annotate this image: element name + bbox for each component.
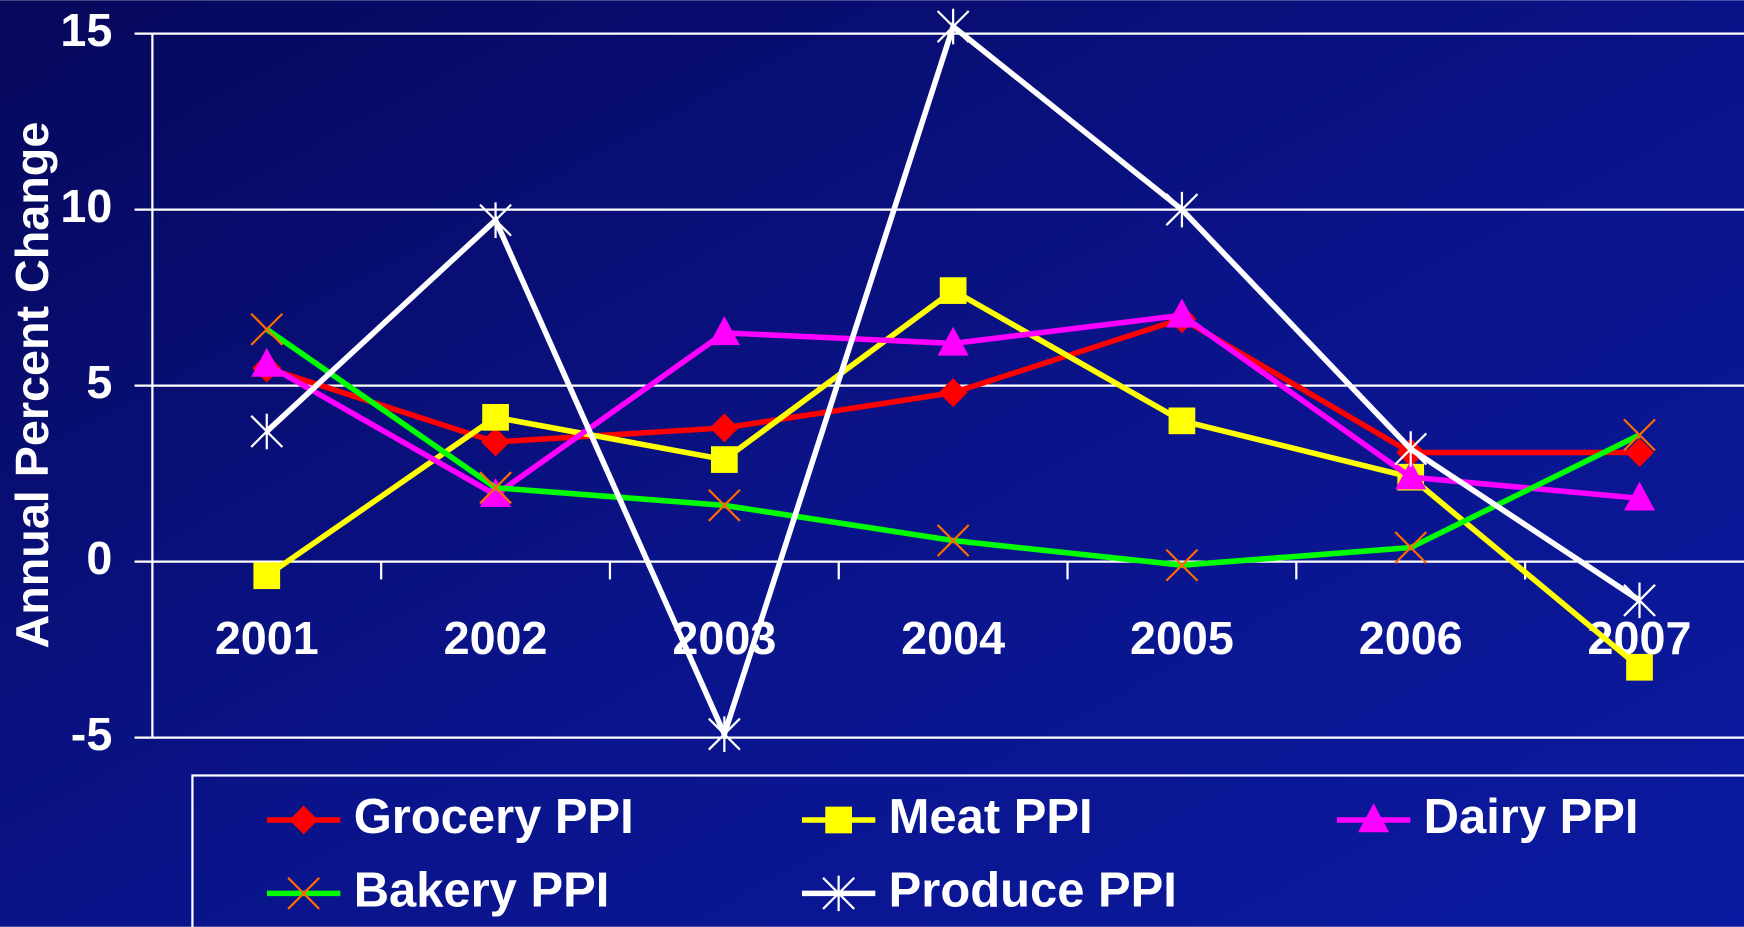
x-tick-label: 2004	[901, 612, 1005, 664]
marker	[939, 277, 967, 304]
legend-box	[191, 774, 1744, 927]
y-tick-label: 15	[60, 4, 112, 56]
marker	[711, 446, 738, 473]
x-tick-label: 2002	[444, 612, 548, 664]
marker	[936, 8, 970, 45]
x-tick-label: 2005	[1130, 612, 1234, 664]
marker	[250, 312, 284, 346]
marker	[937, 326, 969, 356]
marker	[1623, 418, 1656, 452]
y-axis-title: Annual Percent Change	[6, 122, 58, 649]
marker	[1358, 803, 1390, 833]
marker	[251, 347, 283, 377]
marker	[1166, 298, 1198, 328]
y-tick-label: 0	[86, 532, 112, 584]
marker	[479, 471, 512, 505]
marker	[707, 488, 741, 522]
marker	[482, 403, 509, 431]
legend-label: Meat PPI	[889, 790, 1093, 844]
x-tick-label: 2006	[1359, 612, 1463, 664]
legend-label: Bakery PPI	[354, 863, 610, 917]
marker	[707, 716, 741, 752]
marker	[708, 316, 740, 346]
marker	[287, 877, 321, 910]
legend-label: Produce PPI	[889, 863, 1177, 917]
x-tick-label: 2001	[215, 612, 319, 664]
marker	[1394, 531, 1428, 564]
marker	[479, 202, 512, 238]
marker	[822, 875, 855, 912]
marker	[1623, 481, 1656, 511]
marker	[1165, 548, 1199, 582]
marker	[1626, 653, 1653, 681]
marker	[1165, 191, 1199, 228]
y-tick-label: -5	[71, 708, 113, 760]
legend-label: Dairy PPI	[1424, 790, 1639, 844]
marker	[1168, 407, 1196, 435]
marker	[479, 478, 512, 508]
legend-label: Grocery PPI	[354, 790, 634, 844]
marker	[1394, 431, 1428, 467]
y-tick-label: 5	[86, 356, 112, 408]
marker	[1395, 460, 1427, 490]
marker	[253, 562, 281, 590]
marker	[1623, 582, 1656, 619]
y-tick-label: 10	[60, 180, 112, 232]
marker	[825, 806, 852, 834]
marker	[250, 413, 284, 450]
marker	[936, 524, 970, 557]
